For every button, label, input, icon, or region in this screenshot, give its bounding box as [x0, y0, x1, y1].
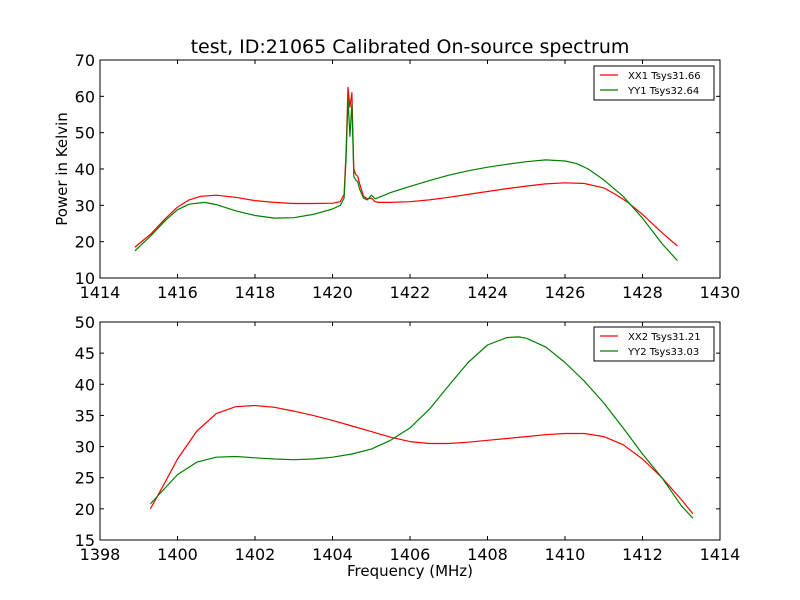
bottom-x-tick-label: 1398	[80, 545, 121, 564]
top-x-tick-label: 1424	[467, 283, 508, 302]
top-y-tick-label: 30	[75, 196, 95, 215]
top-y-tick-label: 20	[75, 233, 95, 252]
bottom-x-tick-label: 1402	[235, 545, 276, 564]
top-y-axis-label: Power in Kelvin	[53, 112, 71, 226]
top-y-tick-label: 50	[75, 124, 95, 143]
top-x-tick-label: 1418	[235, 283, 276, 302]
bottom-x-tick-label: 1404	[312, 545, 353, 564]
bottom-y-tick-label: 30	[75, 438, 95, 457]
bottom-legend-label-2: YY2 Tsys33.03	[627, 347, 699, 358]
bottom-y-tick-label: 25	[75, 469, 95, 488]
bottom-spectrum-panel: Frequency (MHz) 1398 1400 1402 1404 1406 1408…	[75, 313, 741, 580]
top-x-tick-label: 1416	[157, 283, 198, 302]
bottom-x-axis-label: Frequency (MHz)	[347, 562, 473, 580]
top-x-tick-label: 1422	[390, 283, 431, 302]
top-x-tick-label: 1430	[700, 283, 741, 302]
top-x-tick-label: 1428	[622, 283, 663, 302]
top-y-tick-label: 60	[75, 87, 95, 106]
bottom-y-tick-label: 50	[75, 313, 95, 332]
top-x-tick-label: 1420	[312, 283, 353, 302]
bottom-y-tick-label: 20	[75, 500, 95, 519]
top-spectrum-panel: test, ID:21065 Calibrated On-source spec…	[53, 36, 740, 302]
bottom-series-line-1	[149, 404, 694, 515]
bottom-x-tick-label: 1400	[157, 545, 198, 564]
bottom-legend-label-1: XX2 Tsys31.21	[628, 332, 701, 343]
bottom-x-tick-label: 1406	[390, 545, 431, 564]
top-x-tick-label: 1414	[80, 283, 121, 302]
top-legend-label-1: XX1 Tsys31.66	[628, 71, 701, 82]
bottom-series-line-2	[149, 336, 694, 519]
bottom-y-tick-label: 15	[75, 531, 95, 550]
bottom-y-tick-label: 35	[75, 406, 95, 425]
top-x-tick-label: 1426	[545, 283, 586, 302]
bottom-x-tick-label: 1408	[467, 545, 508, 564]
bottom-x-tick-label: 1410	[545, 545, 586, 564]
bottom-x-tick-label: 1412	[622, 545, 663, 564]
bottom-y-tick-label: 40	[75, 375, 95, 394]
top-y-tick-label: 40	[75, 160, 95, 179]
top-series-line-1	[134, 86, 678, 248]
bottom-y-tick-label: 45	[75, 344, 95, 363]
top-legend-label-2: YY1 Tsys32.64	[627, 86, 699, 97]
bottom-x-tick-label: 1414	[700, 545, 741, 564]
bottom-legend-box	[593, 326, 715, 362]
top-y-tick-label: 10	[75, 269, 95, 288]
top-y-tick-label: 70	[75, 51, 95, 70]
chart-title: test, ID:21065 Calibrated On-source spec…	[191, 36, 630, 58]
top-series-line-2	[134, 97, 678, 262]
top-legend-box	[593, 65, 715, 101]
